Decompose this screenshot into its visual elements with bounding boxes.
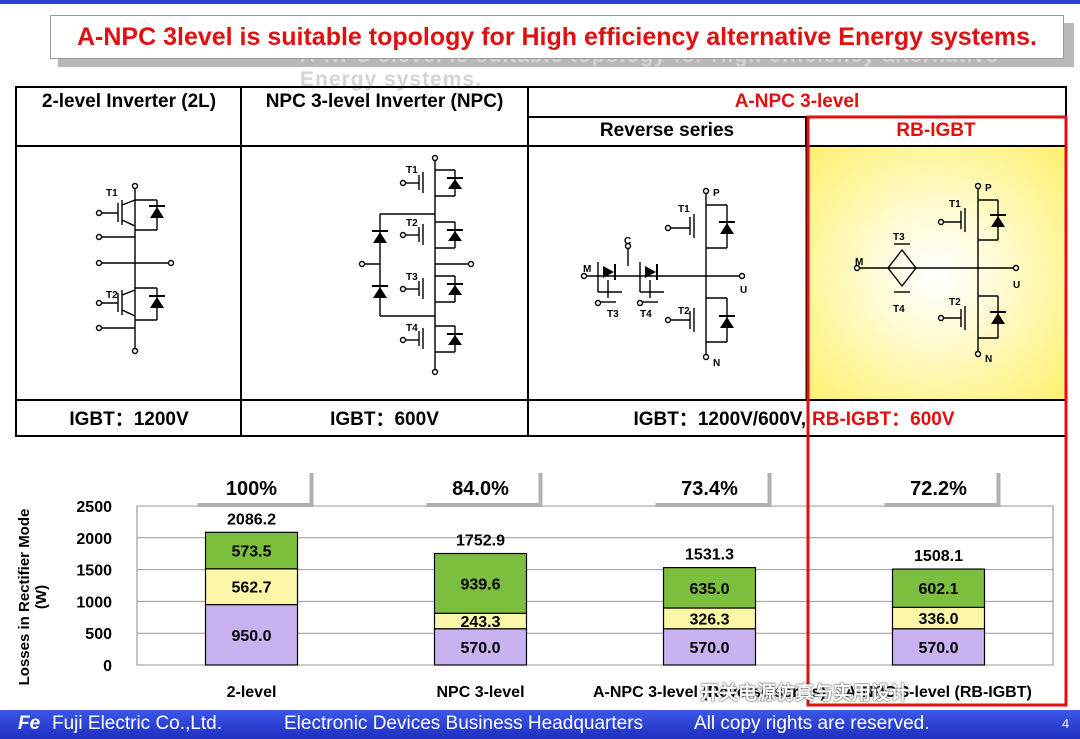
y-tick-label: 1500 — [76, 563, 112, 580]
bar-value-label: 336.0 — [918, 611, 958, 628]
footer-division: Electronic Devices Business Headquarters — [284, 713, 644, 734]
footer-company: Fuji Electric Co.,Ltd. — [52, 713, 222, 734]
subheader-reverse-series: Reverse series — [599, 120, 735, 141]
x-category-label: NPC 3-level — [436, 684, 524, 701]
percent-box — [422, 469, 539, 503]
x-category-label: 2-level — [227, 684, 277, 701]
bar-segment — [204, 603, 299, 666]
label-t2: T2 — [106, 290, 118, 301]
bar-segment — [662, 628, 757, 666]
y-tick-label: 500 — [85, 626, 112, 643]
bar-segment — [891, 568, 986, 608]
top-rule — [0, 0, 1080, 4]
header-2level: 2-level Inverter (2L) — [41, 91, 217, 112]
label-t2: T2 — [678, 306, 690, 317]
percent-box — [193, 469, 310, 503]
bar-segment — [204, 568, 299, 606]
bar-value-label: 950.0 — [231, 628, 271, 645]
label-m: M — [855, 257, 863, 268]
rating-npc: IGBT：600V — [330, 409, 439, 430]
label-t1: T1 — [949, 199, 961, 210]
x-category-label: A-NPC 3-level (Reverse series) — [593, 684, 826, 701]
label-u: U — [740, 285, 747, 296]
loss-chart: 0 500 1000 1500 2000 2500 950.0 562.7 573.5 2086.… — [76, 469, 1054, 701]
bar-value-label: 570.0 — [689, 640, 729, 657]
bar-total-label: 1752.9 — [456, 533, 505, 550]
label-m: M — [583, 264, 591, 275]
bar-value-label: 562.7 — [231, 580, 271, 597]
label-u: U — [1013, 280, 1020, 291]
header-npc: NPC 3-level Inverter (NPC) — [265, 91, 504, 112]
label-t4: T4 — [893, 304, 905, 315]
y-tick-label: 1000 — [76, 594, 112, 611]
subheader-rb-igbt: RB-IGBT — [896, 120, 976, 141]
label-t1: T1 — [678, 204, 690, 215]
label-t2: T2 — [949, 297, 961, 308]
bar-segment — [891, 628, 986, 666]
bar-total-label: 1531.3 — [685, 547, 734, 564]
rating-2level: IGBT：1200V — [69, 409, 189, 430]
bar-total-label: 1508.1 — [914, 548, 963, 565]
label-n: N — [713, 358, 720, 369]
percent-box — [880, 469, 997, 503]
label-t1: T1 — [106, 188, 118, 199]
diode-symbol — [150, 297, 164, 308]
header-anpc: A-NPC 3-level — [734, 91, 860, 112]
percent-label: 72.2% — [910, 478, 967, 500]
label-t2: T2 — [406, 218, 418, 229]
bar-value-label: 635.0 — [689, 581, 729, 598]
rb-igbt-highlight-bg — [807, 147, 1065, 400]
rb-igbt-highlight-frame — [806, 115, 1068, 707]
bar-value-label: 243.3 — [460, 614, 500, 631]
anpc-rb-diodes — [990, 214, 1006, 324]
y-tick-label: 2000 — [76, 531, 112, 548]
bar-total-label: 2086.2 — [227, 511, 276, 528]
label-n: N — [985, 354, 992, 365]
label-p: P — [985, 183, 992, 194]
bar-segment — [433, 552, 528, 614]
bar-value-label: 570.0 — [460, 640, 500, 657]
circuit-anpc-rb-igbt — [853, 182, 1020, 358]
label-t4: T4 — [406, 323, 418, 334]
circuit-2level — [95, 182, 175, 355]
percent-label: 73.4% — [681, 478, 738, 500]
label-t3: T3 — [607, 309, 619, 320]
circuit-anpc-reverse — [580, 187, 746, 361]
label-p: P — [713, 188, 720, 199]
bar-value-label: 573.5 — [231, 544, 271, 561]
bar-value-label: 602.1 — [918, 581, 958, 598]
bar-value-label: 570.0 — [918, 640, 958, 657]
fuji-logo-icon: Fe — [18, 713, 41, 734]
npc-diodes — [372, 177, 463, 345]
rating-rb-igbt: RB-IGBT：600V — [812, 409, 955, 430]
anpc-reverse-diodes — [603, 221, 735, 328]
bar-segment — [204, 531, 299, 570]
chart-y-axis-title: Losses in Rectifier Mode (W) — [16, 508, 50, 686]
label-t4: T4 — [640, 309, 652, 320]
x-category-label: A-NPC 3-level (RB-IGBT) — [845, 684, 1032, 701]
label-t1: T1 — [406, 165, 418, 176]
percent-label: 100% — [226, 478, 277, 500]
bar-segment — [662, 567, 757, 609]
diode-symbol — [150, 207, 164, 218]
label-c: C — [624, 236, 631, 247]
label-t3: T3 — [893, 232, 905, 243]
slide-title: A-NPC 3level is suitable topology for Hi… — [50, 15, 1064, 59]
rating-reverse-series: IGBT：1200V/600V, — [633, 409, 806, 430]
footer-bar: Fe Fuji Electric Co.,Ltd. Electronic Dev… — [0, 710, 1080, 739]
percent-box — [651, 469, 768, 503]
percent-label: 84.0% — [452, 478, 509, 500]
footer-page-number: 4 — [1062, 716, 1070, 731]
y-tick-label: 2500 — [76, 499, 112, 516]
footer-rights: All copy rights are reserved. — [694, 713, 930, 734]
label-t3: T3 — [406, 272, 418, 283]
bar-value-label: 939.6 — [460, 576, 500, 593]
bar-value-label: 326.3 — [689, 611, 729, 628]
wechat-watermark: 开关电源仿真与实用设计 — [700, 683, 910, 704]
y-tick-label: 0 — [103, 658, 112, 675]
